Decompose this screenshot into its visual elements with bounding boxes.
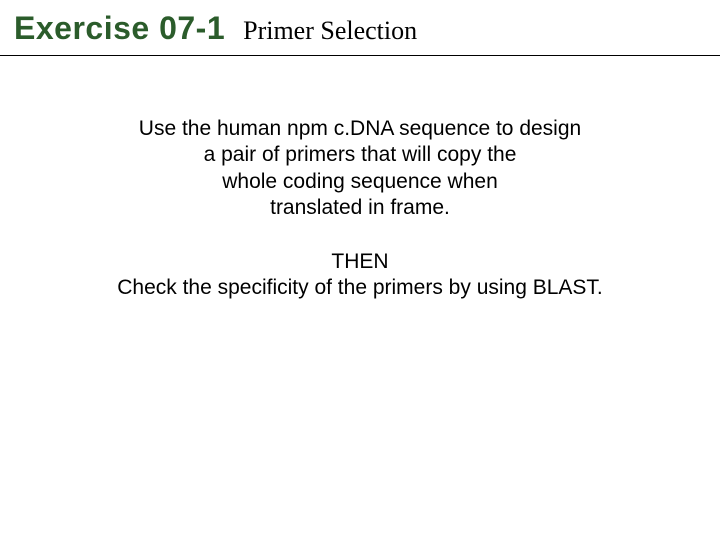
then-label: THEN bbox=[0, 249, 720, 275]
instruction-line: translated in frame. bbox=[0, 195, 720, 221]
instruction-line: whole coding sequence when bbox=[0, 169, 720, 195]
instruction-line: a pair of primers that will copy the bbox=[0, 142, 720, 168]
exercise-number-label: Exercise 07-1 bbox=[14, 10, 225, 47]
instruction-paragraph-2: Check the specificity of the primers by … bbox=[0, 275, 720, 301]
slide-subtitle: Primer Selection bbox=[243, 16, 417, 46]
slide-header: Exercise 07-1 Primer Selection bbox=[0, 0, 720, 56]
instruction-paragraph-1: Use the human npm c.DNA sequence to desi… bbox=[0, 116, 720, 221]
slide-body: Use the human npm c.DNA sequence to desi… bbox=[0, 56, 720, 302]
instruction-line: Use the human npm c.DNA sequence to desi… bbox=[0, 116, 720, 142]
